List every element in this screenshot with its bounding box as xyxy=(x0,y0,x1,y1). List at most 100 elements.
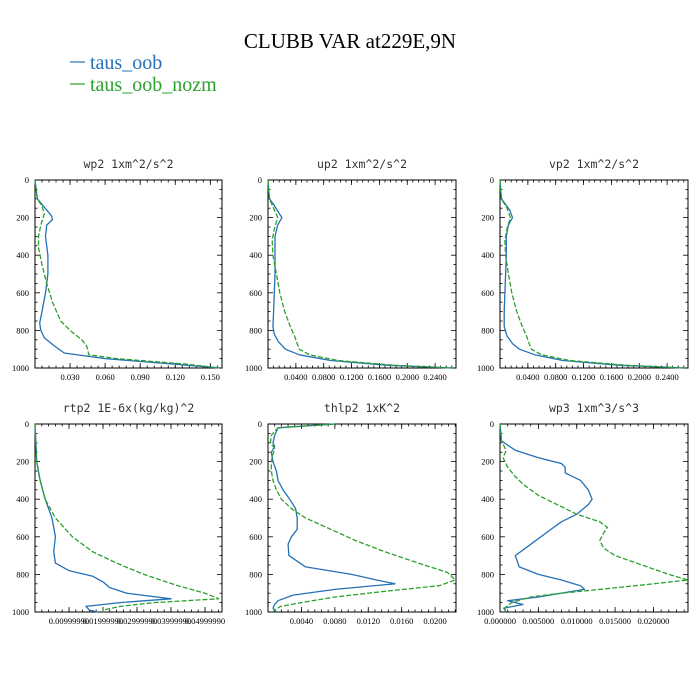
y-tick-label: 1000 xyxy=(477,607,494,617)
y-tick-label: 600 xyxy=(481,288,494,298)
figure-title: CLUBB VAR at229E,9N xyxy=(244,29,456,53)
y-tick-label: 0 xyxy=(490,175,494,185)
plot-frame xyxy=(267,423,457,613)
x-tick-label: 0.015000 xyxy=(599,616,631,626)
panel-title: up2 1xm^2/s^2 xyxy=(317,157,407,171)
x-tick-label: 0.1200 xyxy=(340,372,363,382)
y-tick-label: 200 xyxy=(481,457,494,467)
y-tick-label: 800 xyxy=(16,569,29,579)
x-tick-label: 0.005000 xyxy=(522,616,554,626)
y-tick-label: 600 xyxy=(16,532,29,542)
y-tick-label: 1000 xyxy=(12,363,29,373)
series-line-taus-oob xyxy=(499,179,685,369)
panel-2: up2 1xm^2/s^2 0 200 400 600 800 1000 0.0400 0.08… xyxy=(245,157,457,382)
y-tick-label: 1000 xyxy=(477,363,494,373)
y-tick-label: 1000 xyxy=(245,607,262,617)
legend-label-taus-oob-nozm: taus_oob_nozm xyxy=(90,74,217,96)
y-tick-label: 200 xyxy=(249,457,262,467)
series-line-taus-oob-nozm xyxy=(34,423,220,612)
legend-label-taus-oob: taus_oob xyxy=(90,52,162,74)
panel-title: vp2 1xm^2/s^2 xyxy=(549,157,639,171)
y-tick-label: 400 xyxy=(16,250,29,260)
y-tick-label: 800 xyxy=(16,325,29,335)
x-tick-label: 0.2000 xyxy=(396,372,419,382)
y-tick-label: 400 xyxy=(249,250,262,260)
x-tick-label: 0.2400 xyxy=(655,372,678,382)
y-tick-label: 600 xyxy=(249,288,262,298)
series-line-taus-oob xyxy=(270,423,396,613)
series-line-taus-oob-nozm xyxy=(499,423,689,613)
panel-4: rtp2 1E-6x(kg/kg)^2 0 200 400 600 800 1000 0.00… xyxy=(12,401,225,626)
x-tick-label: 0.2400 xyxy=(423,372,446,382)
y-tick-label: 800 xyxy=(249,569,262,579)
series-line-taus-oob xyxy=(34,179,220,369)
x-tick-label: 0.0120 xyxy=(357,616,380,626)
plot-frame xyxy=(499,423,689,613)
y-tick-label: 200 xyxy=(16,213,29,223)
series-line-taus-oob-nozm xyxy=(267,179,453,369)
x-tick-label: 0.060 xyxy=(96,372,115,382)
panel-1: wp2 1xm^2/s^2 0 200 400 600 800 1000 0.030 0.060… xyxy=(12,157,223,382)
panel-3: vp2 1xm^2/s^2 0 200 400 600 800 1000 0.0400 0.08… xyxy=(477,157,689,382)
x-tick-label: 0.000000 xyxy=(484,616,516,626)
plot-frame xyxy=(34,423,223,613)
series-line-taus-oob xyxy=(34,423,172,613)
x-tick-label: 0.0800 xyxy=(312,372,335,382)
x-tick-label: 0.02999990 xyxy=(117,616,157,626)
x-tick-label: 0.0080 xyxy=(323,616,346,626)
panel-title: wp3 1xm^3/s^3 xyxy=(549,401,639,415)
y-tick-label: 600 xyxy=(16,288,29,298)
x-tick-label: 0.1200 xyxy=(572,372,595,382)
x-tick-label: 0.0160 xyxy=(390,616,413,626)
x-tick-label: 0.150 xyxy=(201,372,220,382)
y-tick-label: 400 xyxy=(481,250,494,260)
x-tick-label: 0.1600 xyxy=(368,372,391,382)
x-tick-label: 0.1600 xyxy=(600,372,623,382)
panel-5: thlp2 1xK^2 0 200 400 600 800 1000 0.0040 0.0080… xyxy=(245,401,457,626)
panel-6: wp3 1xm^3/s^3 0 200 400 600 800 10000.000000 0.… xyxy=(477,401,689,626)
series-line-taus-oob xyxy=(499,423,593,613)
x-tick-label: 0.0800 xyxy=(544,372,567,382)
panel-title: thlp2 1xK^2 xyxy=(324,401,400,415)
y-tick-label: 0 xyxy=(25,175,29,185)
legend: taus_oob taus_oob_nozm xyxy=(70,52,217,96)
x-tick-label: 0.010000 xyxy=(561,616,593,626)
x-tick-label: 0.0400 xyxy=(284,372,307,382)
x-tick-label: 0.04999990 xyxy=(185,616,225,626)
series-line-taus-oob-nozm xyxy=(499,179,685,369)
panels: wp2 1xm^2/s^2 0 200 400 600 800 1000 0.030 0.060… xyxy=(12,157,689,626)
y-tick-label: 1000 xyxy=(245,363,262,373)
y-tick-label: 200 xyxy=(16,457,29,467)
y-tick-label: 400 xyxy=(249,494,262,504)
y-tick-label: 0 xyxy=(258,419,262,429)
y-tick-label: 800 xyxy=(481,325,494,335)
plot-frame xyxy=(34,179,223,369)
series-line-taus-oob-nozm xyxy=(34,179,220,369)
y-tick-label: 600 xyxy=(481,532,494,542)
y-tick-label: 1000 xyxy=(12,607,29,617)
y-tick-label: 0 xyxy=(258,175,262,185)
x-tick-label: 0.0040 xyxy=(290,616,313,626)
series-line-taus-oob xyxy=(267,179,453,369)
plot-frame xyxy=(499,179,689,369)
y-tick-label: 800 xyxy=(481,569,494,579)
panel-title: wp2 1xm^2/s^2 xyxy=(83,157,173,171)
x-tick-label: 0.0400 xyxy=(516,372,539,382)
x-tick-label: 0.01999990 xyxy=(83,616,123,626)
panel-title: rtp2 1E-6x(kg/kg)^2 xyxy=(63,401,195,415)
y-tick-label: 400 xyxy=(481,494,494,504)
y-tick-label: 800 xyxy=(249,325,262,335)
y-tick-label: 0 xyxy=(490,419,494,429)
y-tick-label: 600 xyxy=(249,532,262,542)
y-tick-label: 400 xyxy=(16,494,29,504)
x-tick-label: 0.03999990 xyxy=(151,616,191,626)
series-line-taus-oob-nozm xyxy=(269,423,456,613)
x-tick-label: 0.090 xyxy=(131,372,150,382)
x-tick-label: 0.030 xyxy=(61,372,80,382)
x-tick-label: 0.120 xyxy=(166,372,185,382)
y-tick-label: 200 xyxy=(481,213,494,223)
x-tick-label: 0.0200 xyxy=(423,616,446,626)
x-tick-label: 0.020000 xyxy=(638,616,670,626)
y-tick-label: 0 xyxy=(25,419,29,429)
